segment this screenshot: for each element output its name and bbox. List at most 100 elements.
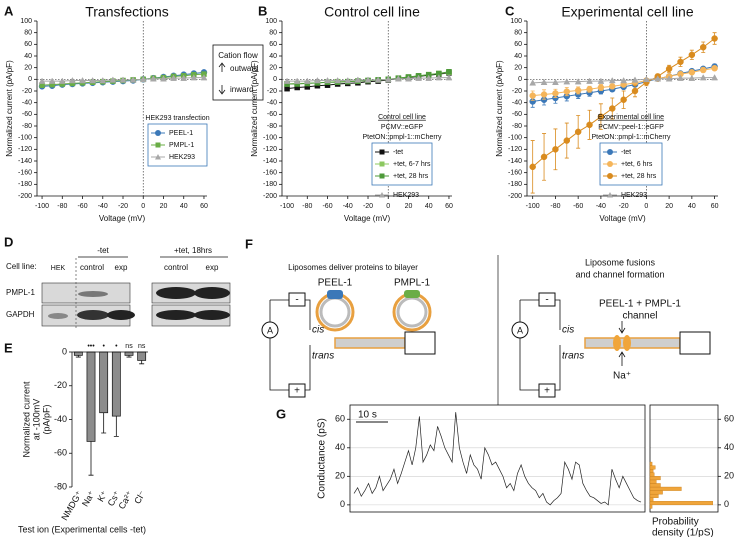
histogram-bar	[649, 504, 653, 509]
panel-letter: D	[4, 234, 13, 249]
trans-label: trans	[562, 351, 584, 362]
legend-label: +tet, 6-7 hrs	[393, 161, 431, 168]
legend-label: +tet, 28 hrs	[621, 173, 657, 180]
y-tick-label: -20	[512, 88, 522, 95]
x-tick-label: -80	[302, 203, 312, 210]
marker	[574, 128, 582, 136]
ion-label: Na⁺	[613, 371, 631, 382]
marker	[139, 75, 147, 83]
blot-row: PMPL-1	[6, 288, 35, 297]
marker	[654, 75, 662, 82]
x-tick-label: 20	[665, 203, 673, 210]
marker	[711, 65, 718, 72]
marker	[631, 76, 639, 83]
legend-label: PMPL-1	[169, 142, 194, 149]
chamber-wall	[404, 331, 436, 355]
y-axis-label: at -100mV	[31, 399, 41, 441]
y-tick-label: -160	[508, 170, 522, 177]
x-tick-label: -60	[573, 203, 583, 210]
marker	[48, 77, 56, 84]
histogram-bar	[649, 465, 656, 470]
marker	[597, 77, 605, 84]
y-tick-label: -100	[508, 135, 522, 142]
legend-label: HEK293	[169, 154, 195, 161]
marker	[324, 76, 331, 84]
x-axis-label: Probability	[652, 517, 699, 528]
wire	[269, 299, 311, 391]
y-tick-label: 60	[514, 41, 522, 48]
bar	[86, 351, 96, 442]
blot-group: -tet	[97, 246, 109, 255]
frame	[649, 404, 719, 513]
histogram-bar	[649, 483, 661, 488]
annotation: ns	[125, 343, 133, 350]
electrode	[288, 383, 306, 398]
y-tick-label: -60	[512, 111, 522, 118]
legend-marker	[155, 154, 161, 160]
marker	[631, 87, 639, 95]
flow-label: inward	[230, 85, 254, 94]
ammeter	[261, 321, 279, 339]
y-axis-label: (pA/pF)	[41, 404, 51, 434]
y-tick-label: -40	[512, 100, 522, 107]
marker	[609, 105, 616, 112]
legend-label: HEK293	[621, 192, 647, 199]
x-tick-label: -100	[280, 203, 294, 210]
x-tick-label: 20	[160, 203, 168, 210]
histogram-bar	[649, 490, 663, 495]
ammeter	[511, 321, 529, 339]
panel-letter: C	[505, 3, 515, 18]
scale-bar-label: 10 s	[358, 410, 377, 421]
marker	[99, 76, 107, 84]
chart-title: Control cell line	[324, 4, 420, 20]
y-tick-label: -180	[18, 181, 32, 188]
channel-label: channel	[622, 311, 657, 322]
x-tick-label: Cl⁻	[132, 489, 147, 506]
y-tick-label: -140	[508, 158, 522, 165]
marker	[552, 146, 559, 153]
legend-title: PCMV::eGFP	[381, 124, 423, 131]
marker	[586, 86, 593, 93]
marker	[563, 137, 571, 144]
marker	[190, 74, 198, 81]
legend-marker	[379, 149, 385, 155]
legend-label: +tet, 28 hrs	[393, 173, 429, 180]
bilayer	[584, 337, 681, 349]
marker	[415, 74, 423, 81]
marker	[699, 66, 707, 74]
histogram-bar	[649, 469, 654, 473]
lane-label: control	[80, 263, 104, 272]
histogram-bar	[649, 461, 653, 466]
lane-label: HEK	[51, 265, 66, 272]
lane-label: control	[164, 263, 188, 272]
histogram-bar	[649, 493, 659, 498]
y-axis-label: Normalized current (pA/pF)	[5, 60, 14, 157]
marker	[160, 75, 167, 82]
channel	[613, 335, 621, 351]
y-tick-label: -40	[54, 414, 67, 424]
x-tick-label: -100	[35, 203, 49, 210]
y-tick-label: 40	[724, 442, 734, 452]
marker	[529, 79, 537, 86]
y-tick-label: -20	[22, 88, 32, 95]
x-axis-label: density (1/pS)	[652, 528, 714, 537]
cis-label: cis	[312, 325, 324, 336]
trans-label: trans	[312, 351, 334, 362]
band	[48, 313, 68, 319]
band	[78, 291, 108, 297]
legend-marker	[379, 161, 385, 167]
y-tick-label: -20	[54, 380, 67, 390]
blot-group: +tet, 18hrs	[174, 246, 212, 255]
electrode-label: +	[294, 386, 300, 397]
y-tick-label: 20	[269, 65, 277, 72]
marker	[609, 83, 616, 90]
marker	[699, 44, 707, 51]
marker	[540, 153, 548, 161]
marker	[699, 74, 707, 81]
y-tick-label: -120	[263, 146, 277, 153]
y-tick-label: 40	[269, 53, 277, 60]
y-tick-label: 0	[62, 346, 67, 356]
x-axis-label: Voltage (mV)	[599, 214, 646, 223]
legend-marker	[607, 192, 613, 198]
